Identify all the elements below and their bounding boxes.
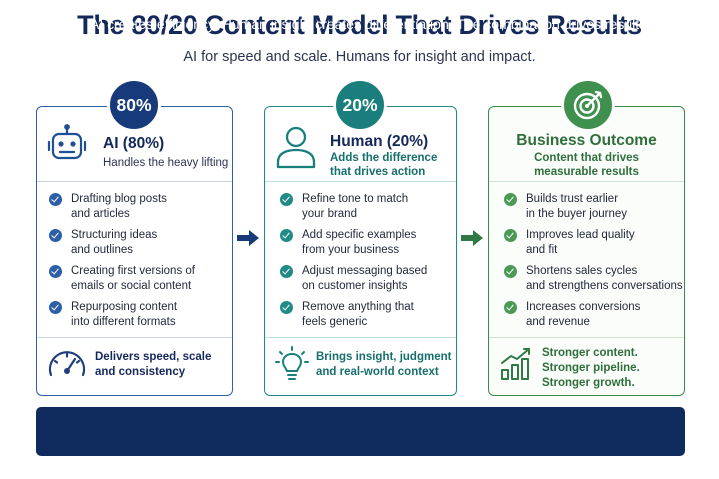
check-icon	[504, 193, 517, 206]
target-icon	[573, 90, 603, 120]
growth-chart-icon	[501, 348, 530, 380]
outcome-list-item: Increases conversions and revenue	[504, 300, 640, 329]
human-card	[264, 106, 457, 396]
human-card-title: Human (20%)	[330, 133, 429, 150]
outcome-badge	[561, 78, 615, 132]
outcome-card	[488, 106, 685, 396]
outcome-card-title: Business Outcome	[516, 132, 657, 149]
check-icon	[280, 229, 293, 242]
human-percent-badge: 20%	[333, 78, 387, 132]
check-icon	[280, 193, 293, 206]
human-footer-divider	[265, 337, 456, 338]
ai-card-divider	[37, 181, 232, 182]
page-title: The 80/20 Content Model That Drives Resu…	[77, 10, 642, 40]
check-icon	[49, 229, 62, 242]
human-list-item: Add specific examples from your business	[280, 228, 416, 257]
arrow-right-icon	[237, 230, 259, 246]
check-icon	[280, 301, 293, 314]
person-icon	[276, 126, 316, 169]
robot-icon	[47, 124, 87, 160]
check-icon	[49, 193, 62, 206]
human-list-item: Refine tone to match your brand	[280, 192, 408, 221]
ai-percent-badge: 80%	[107, 78, 161, 132]
lightbulb-icon	[275, 346, 309, 380]
ai-card-title: AI (80%)	[103, 135, 165, 152]
ai-card-subtitle: Handles the heavy lifting	[103, 157, 229, 169]
outcome-footer-divider	[489, 337, 684, 338]
ai-list-item: Drafting blog posts and articles	[49, 192, 167, 221]
human-card-divider	[265, 181, 456, 182]
arrow-right-icon	[461, 230, 483, 246]
human-footer-text: Brings insight, judgment and real-world c…	[316, 351, 452, 378]
outcome-card-subtitle: Content that drives measurable results	[534, 152, 639, 178]
check-icon	[504, 301, 517, 314]
summary-banner	[36, 407, 685, 456]
check-icon	[49, 301, 62, 314]
ai-list-item: Structuring ideas and outlines	[49, 228, 157, 257]
outcome-card-divider	[489, 181, 684, 182]
banner-text: AI creates efficiency. Human insight cre…	[90, 16, 651, 32]
ai-list-item: Repurposing content into different format…	[49, 300, 177, 329]
human-list-item: Remove anything that feels generic	[280, 300, 414, 329]
page-subtitle: AI for speed and scale. Humans for insig…	[183, 49, 536, 65]
ai-footer-text: Delivers speed, scale and consistency	[95, 351, 212, 378]
check-icon	[49, 265, 62, 278]
speedometer-icon	[48, 351, 86, 377]
outcome-list-item: Improves lead quality and fit	[504, 228, 635, 257]
check-icon	[504, 229, 517, 242]
outcome-list-item: Builds trust earlier in the buyer journey	[504, 192, 627, 221]
human-card-subtitle: Adds the difference that drives action	[330, 152, 438, 178]
human-list-item: Adjust messaging based on customer insigh…	[280, 264, 427, 293]
document-edit-icon	[58, 12, 82, 37]
outcome-list-item: Shortens sales cycles and strengthens con…	[504, 264, 683, 293]
ai-footer-divider	[37, 337, 232, 338]
ai-card	[36, 106, 233, 396]
check-icon	[504, 265, 517, 278]
outcome-footer-text: Stronger content. Stronger pipeline. Stron…	[542, 347, 640, 389]
check-icon	[280, 265, 293, 278]
ai-list-item: Creating first versions of emails or soci…	[49, 264, 195, 293]
